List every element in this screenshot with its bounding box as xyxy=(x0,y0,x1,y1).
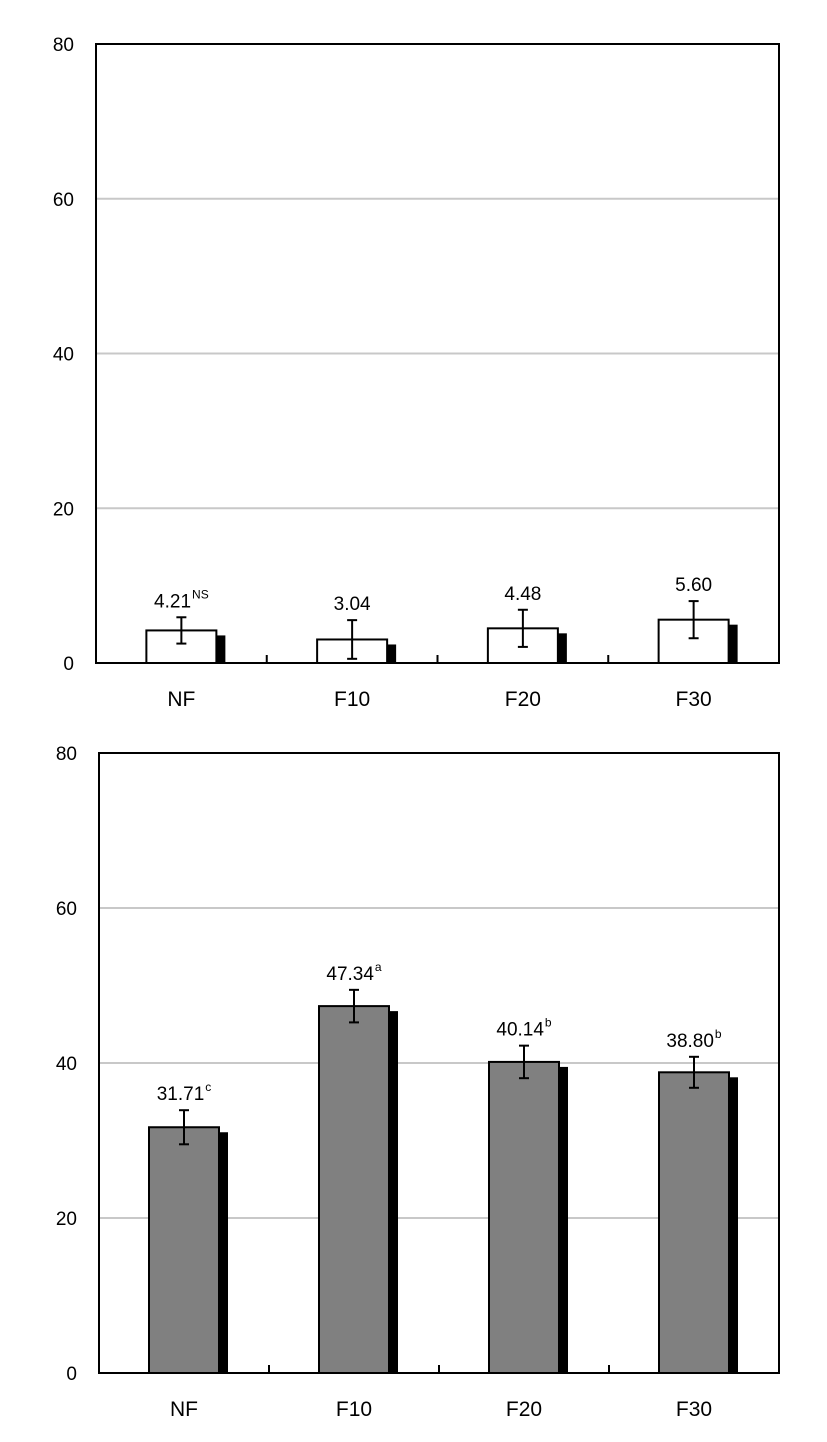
y-tick-label: 40 xyxy=(53,345,74,366)
data-label: 40.14b xyxy=(496,1016,552,1041)
data-label-superscript: b xyxy=(545,1016,552,1030)
chart-panel-2: 0 20 40 60 80 31.71c NF 47.34a F10 40.14b F20 38.80… xyxy=(56,744,780,1421)
bar-shadow xyxy=(728,1077,738,1373)
data-label: 38.80b xyxy=(666,1027,722,1052)
data-label-superscript: a xyxy=(375,960,382,974)
bar-shadow xyxy=(386,644,397,663)
x-category-label: F20 xyxy=(505,688,541,711)
bar-shadow xyxy=(215,635,226,663)
bar-F20 xyxy=(488,1060,560,1375)
y-tick-label: 40 xyxy=(56,1054,77,1075)
x-category-label: NF xyxy=(167,688,195,711)
data-label-superscript: b xyxy=(715,1027,722,1041)
data-label: 5.60 xyxy=(675,575,712,596)
x-category-label: F10 xyxy=(334,688,370,711)
bar-shadow xyxy=(388,1011,398,1373)
y-tick-label: 60 xyxy=(53,190,74,211)
bar-F30 xyxy=(658,1071,730,1375)
x-category-label: F30 xyxy=(676,688,712,711)
bar-F10 xyxy=(318,1005,390,1374)
data-label: 31.71c xyxy=(157,1080,212,1105)
x-category-label: F30 xyxy=(676,1398,712,1421)
bar-shadow xyxy=(727,624,738,663)
x-category-label: NF xyxy=(170,1398,198,1421)
bar-shadow xyxy=(556,633,567,663)
bar-shadow xyxy=(218,1132,228,1373)
x-category-label: F20 xyxy=(506,1398,542,1421)
chart-panel-1: 0 20 40 60 80 4.21NS NF 3.04 F10 4.48 F20 5.60 F30 xyxy=(53,35,780,711)
y-tick-label: 80 xyxy=(53,35,74,56)
data-label: 47.34a xyxy=(326,960,382,985)
y-tick-label: 0 xyxy=(66,1364,77,1385)
y-tick-label: 0 xyxy=(63,654,74,675)
data-label: 4.21NS xyxy=(154,587,209,612)
y-tick-label: 20 xyxy=(56,1209,77,1230)
data-label: 3.04 xyxy=(334,594,371,615)
x-category-label: F10 xyxy=(336,1398,372,1421)
data-label-superscript: c xyxy=(205,1080,211,1094)
data-label-superscript: NS xyxy=(192,587,209,601)
bar-NF xyxy=(148,1126,220,1375)
y-tick-label: 80 xyxy=(56,744,77,765)
data-label: 4.48 xyxy=(504,584,541,605)
bar-shadow xyxy=(558,1066,568,1373)
y-tick-label: 20 xyxy=(53,499,74,520)
y-tick-label: 60 xyxy=(56,899,77,920)
